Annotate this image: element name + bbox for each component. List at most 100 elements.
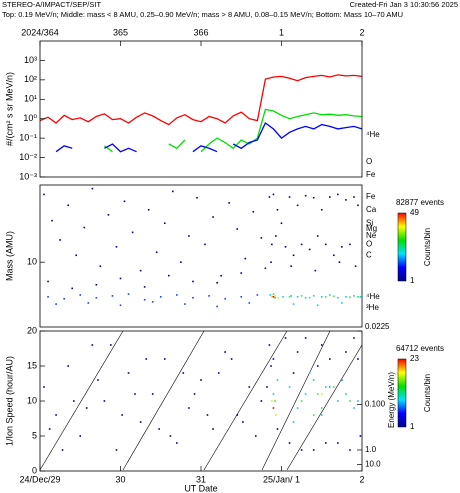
y-tick-label: 10³ [24,55,37,65]
x-tick-label: 2024/364 [21,27,59,37]
point [43,193,45,196]
x-tick-label: 31 [196,474,206,484]
point [337,400,339,402]
point [320,407,323,409]
point [204,243,206,246]
subtitle: Top: 0.19 MeV/n; Middle: mass < 8 AMU, 0… [2,10,403,19]
point [224,297,226,300]
point [75,254,78,257]
point [159,296,162,298]
point [240,296,243,298]
point [110,344,112,346]
element-label: Ca [366,205,377,214]
point [228,202,230,204]
point [236,414,239,416]
point [329,358,331,360]
point [51,219,53,222]
point [47,296,49,298]
y-axis-label: 1/Ion Speed (hour/AU) [4,356,14,446]
panel-frame [39,40,363,178]
y-tick-label: 10⁻³ [19,171,37,181]
point [95,296,98,299]
point [268,344,271,346]
point [314,269,317,272]
point [55,303,57,305]
y2-tick-label: 0.0225 [365,322,390,331]
point [47,280,49,283]
point [196,196,198,199]
point [272,293,275,295]
point [304,337,307,339]
point [139,421,142,423]
point [192,280,194,283]
point [274,295,276,297]
point [270,261,272,263]
point [176,442,178,444]
title: STEREO-A/IMPACT/SEP/SIT [2,0,101,9]
point [333,295,335,298]
point [296,296,299,298]
y-tick-label: 10² [24,74,37,84]
x-tick-label: 24/Dec/29 [19,474,60,484]
point [55,414,57,416]
point [349,243,351,246]
point [266,386,268,388]
point [320,344,323,346]
point [87,302,90,304]
point [349,296,351,299]
y-tick-label: 10¹ [24,94,37,104]
point [337,442,339,444]
point [131,231,134,234]
point [230,358,233,360]
point [119,277,122,280]
colorbar-min: 1 [410,422,415,431]
point [284,337,287,339]
point [345,393,347,395]
element-label: Mg [366,224,377,233]
point [180,261,182,263]
point [115,246,118,248]
point [85,407,88,409]
dispersion-guides [39,330,363,471]
panel-frame [39,184,363,328]
series-name: ⁴He [366,130,380,139]
point [236,228,239,230]
point [83,226,86,229]
point [252,210,255,213]
point [324,386,327,388]
point [147,208,150,211]
point [320,208,323,211]
point [345,296,347,298]
point [304,296,307,299]
point [290,295,292,297]
point [163,358,166,360]
point [134,393,136,395]
point [316,393,319,395]
point [288,296,291,298]
point [260,237,263,239]
point [292,254,295,257]
point [320,393,323,395]
point [349,400,351,402]
x-tick-label: 1 [279,27,284,37]
point [329,386,331,388]
point [217,372,220,374]
point [276,379,279,381]
point [320,414,323,416]
point [304,393,307,395]
colorbar-label: Counts/bin [423,374,432,412]
point [184,303,186,305]
colorbar-label: Counts/bin [423,228,432,266]
series-line [55,122,363,153]
point [276,208,279,211]
point [292,421,295,423]
point [312,196,315,199]
y-axis-label: #/(cm² s sr MeV/n) [4,72,14,146]
point [115,449,118,451]
y2-tick-label: 0.100 [365,400,386,409]
point [264,267,267,270]
point [63,297,65,300]
x-tick-label: 365 [113,27,128,37]
point [188,407,190,409]
